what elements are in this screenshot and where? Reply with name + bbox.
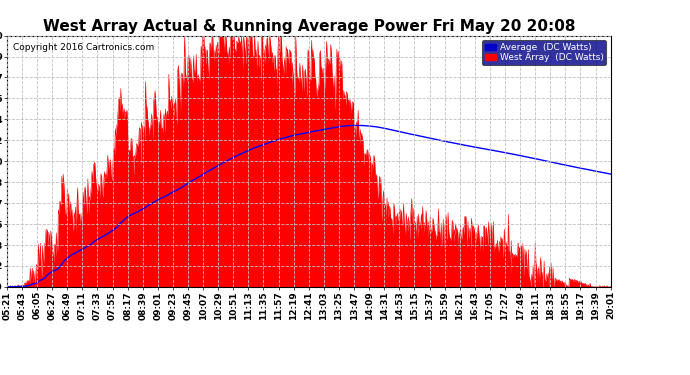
Legend: Average  (DC Watts), West Array  (DC Watts): Average (DC Watts), West Array (DC Watts… <box>482 40 606 65</box>
Title: West Array Actual & Running Average Power Fri May 20 20:08: West Array Actual & Running Average Powe… <box>43 20 575 34</box>
Text: Copyright 2016 Cartronics.com: Copyright 2016 Cartronics.com <box>13 43 154 52</box>
